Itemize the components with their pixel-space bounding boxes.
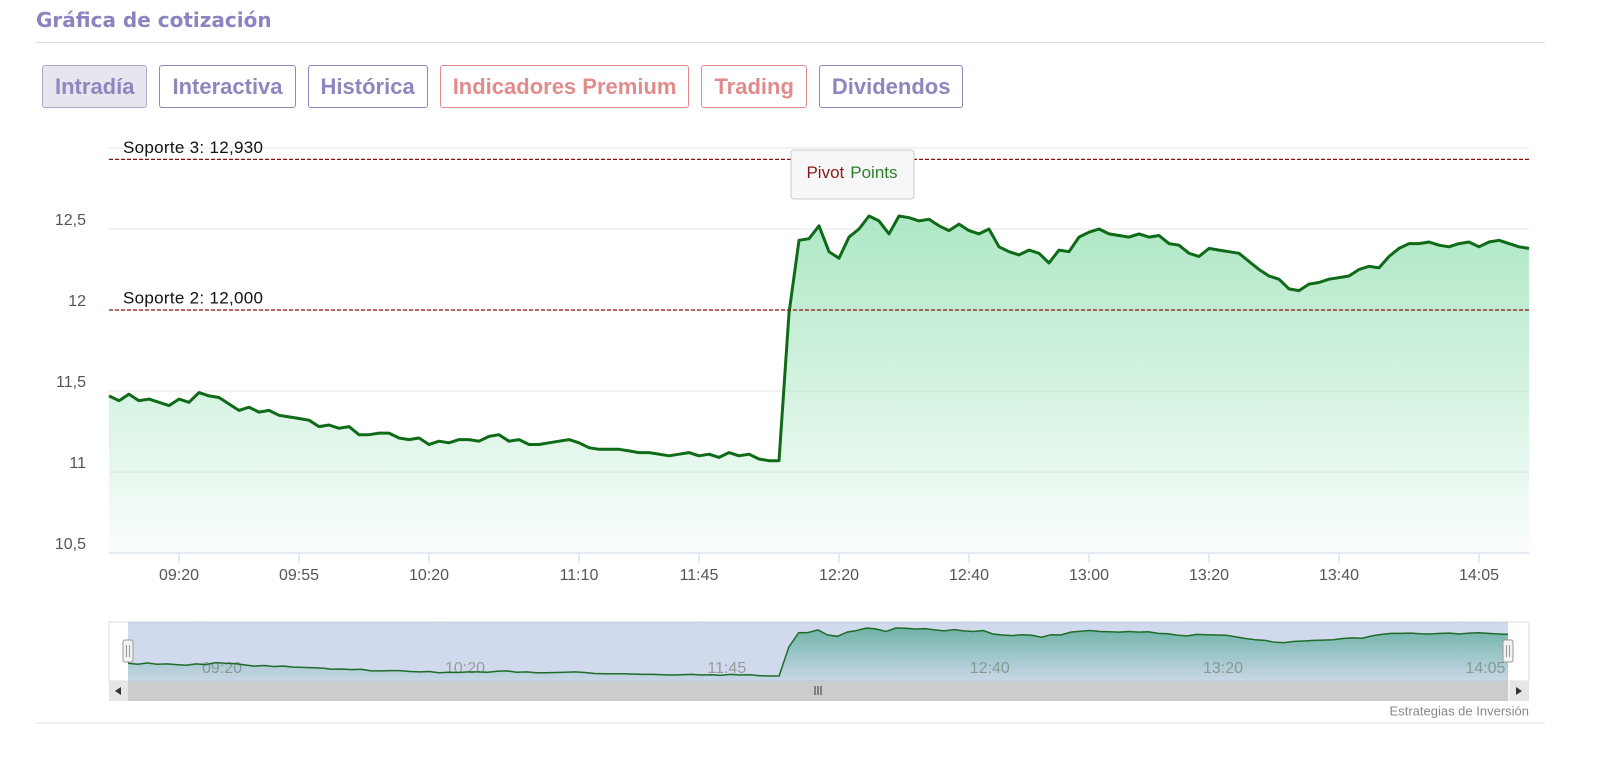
y-tick-label: 12 [68,293,86,310]
tab[interactable]: Trading [701,65,807,108]
line [108,214,1530,463]
legend-item: Points [850,163,897,182]
y-tick-label: 12,5 [55,212,86,229]
x-tick-label: 11:45 [680,567,719,584]
tab-bar: Intradía Interactiva Histórica Indicadores … [42,65,964,108]
legend-item: Pivot [806,163,844,182]
x-tick-label: 14:05 [1459,567,1499,584]
credit: Estrategias de Inversión [1390,703,1529,718]
navigator-area [128,628,1508,681]
x-tick-label: 13:40 [1319,567,1359,584]
x-tick-label: 12:20 [819,567,859,584]
x-tick-label: 13:00 [1069,567,1109,584]
area [109,216,1529,553]
x-tick-label: 09:55 [279,567,319,584]
x-tick-label: 10:20 [409,567,449,584]
tab[interactable]: Indicadores Premium [439,65,690,108]
pivot-label: Soporte 2: 12,000 [123,288,263,307]
tab[interactable]: Intradía [42,65,148,108]
legend-box [790,149,915,200]
y-tick-label: 10,5 [55,536,86,553]
x-tick-label: 09:20 [159,567,199,584]
tab[interactable]: Interactiva [159,65,296,108]
legend: Pivot Points [806,163,897,182]
x-tick-label: 13:20 [1189,567,1229,584]
tab[interactable]: Histórica [307,65,428,108]
navigator-handle[interactable] [1502,639,1514,663]
navigator-handle[interactable] [122,639,134,663]
y-tick-label: 11,5 [56,374,86,391]
pivot-label: Soporte 3: 12,930 [123,138,263,157]
page-title: Gráfica de cotización [36,8,272,32]
x-tick-label: 12:40 [949,567,989,584]
divider [36,42,1545,43]
x-tick-label: 11:10 [560,567,599,584]
tab[interactable]: Dividendos [818,65,964,108]
navigator-line [127,627,1509,677]
y-tick-label: 11 [69,455,86,472]
arrow [1516,687,1522,695]
arrow [115,687,121,695]
navigator-label: 11:45 [707,660,746,677]
